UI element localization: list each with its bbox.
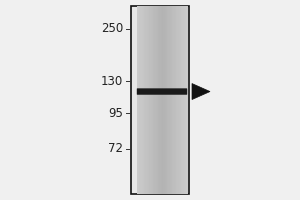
Bar [138, 6, 139, 194]
Bar [178, 6, 180, 194]
Bar [143, 6, 145, 194]
Bar [148, 6, 149, 194]
Bar [164, 6, 166, 194]
Bar [177, 6, 179, 194]
Bar [182, 6, 184, 194]
Bar [151, 6, 152, 194]
Polygon shape [192, 84, 210, 100]
Bar [139, 6, 141, 194]
Text: 130: 130 [101, 75, 123, 88]
Text: 72: 72 [108, 142, 123, 155]
Bar [142, 6, 143, 194]
Bar [140, 6, 142, 194]
Bar [175, 6, 176, 194]
Bar [136, 6, 138, 194]
Bar [161, 6, 162, 194]
Bar [186, 6, 188, 194]
Bar [168, 6, 170, 194]
Bar [167, 6, 169, 194]
Bar [158, 6, 160, 194]
Bar [157, 6, 158, 194]
Bar [152, 6, 153, 194]
Bar [146, 6, 147, 194]
Bar [184, 6, 185, 194]
Bar [172, 6, 174, 194]
FancyBboxPatch shape [137, 88, 187, 95]
Bar [170, 6, 171, 194]
Bar [180, 6, 182, 194]
Bar [147, 6, 148, 194]
Bar [162, 6, 164, 194]
Bar [166, 6, 167, 194]
Bar [181, 6, 183, 194]
Bar [160, 6, 161, 194]
Bar [144, 6, 146, 194]
Text: 95: 95 [108, 107, 123, 120]
Bar [154, 6, 156, 194]
Bar [176, 6, 178, 194]
Text: A549: A549 [146, 0, 178, 2]
Bar [171, 6, 172, 194]
Bar [153, 6, 155, 194]
Bar [163, 6, 165, 194]
Bar [185, 6, 187, 194]
Text: 250: 250 [101, 22, 123, 35]
Bar [149, 6, 151, 194]
Bar [156, 6, 157, 194]
Bar [173, 6, 175, 194]
Bar [130, 6, 189, 194]
